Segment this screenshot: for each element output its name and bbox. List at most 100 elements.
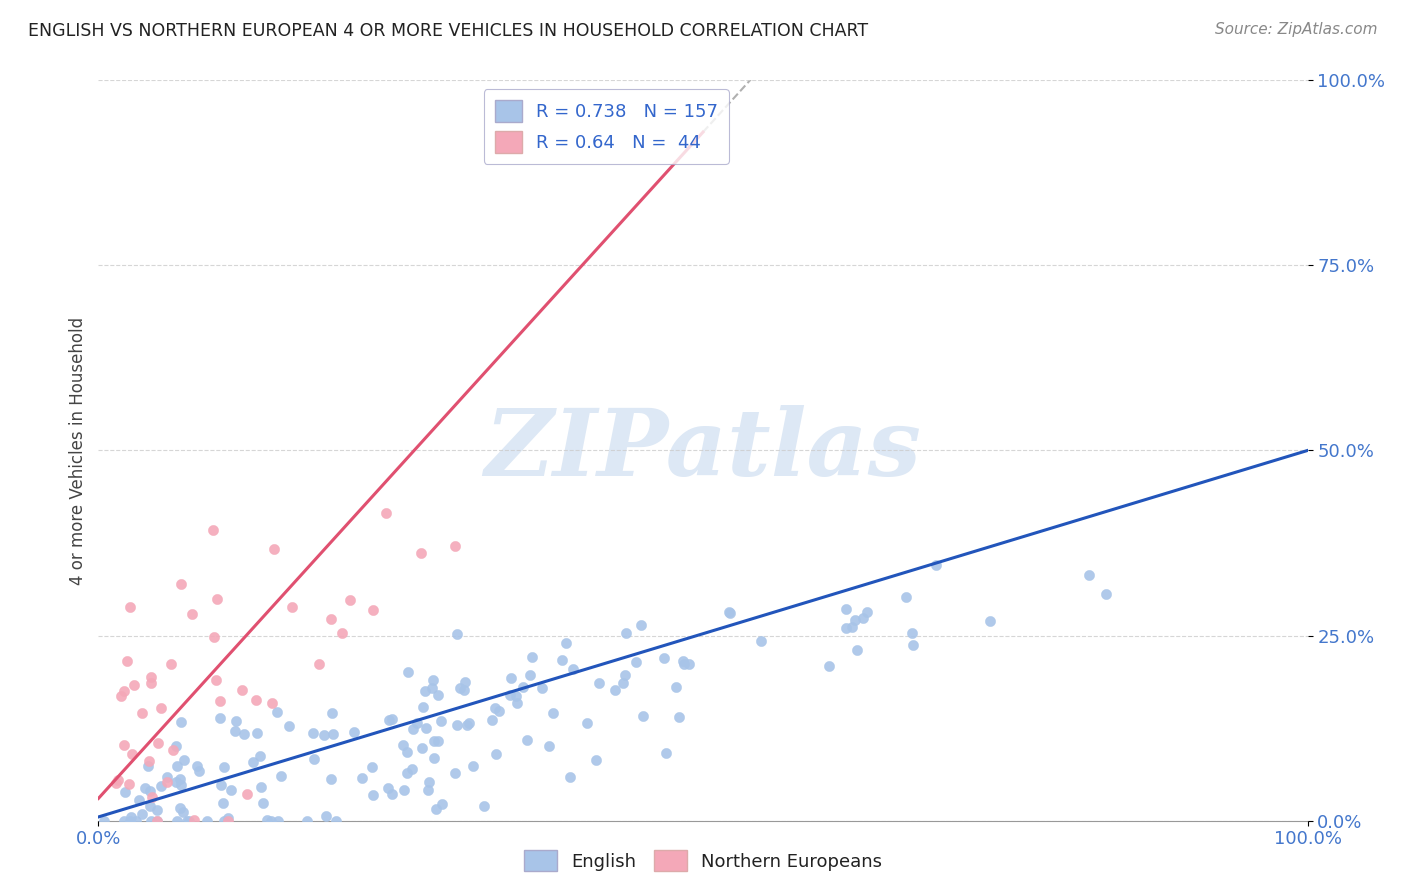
Point: [141, 789, 163, 804]
Point: [131, 807, 153, 822]
Point: [231, 683, 253, 698]
Point: [631, 709, 654, 723]
Point: [402, 722, 425, 736]
Point: [457, 716, 479, 731]
Point: [411, 740, 433, 755]
Point: [835, 601, 858, 615]
Point: [217, 811, 239, 825]
Point: [588, 676, 610, 690]
Point: [430, 797, 453, 812]
Point: [308, 657, 330, 671]
Point: [146, 736, 169, 750]
Point: [245, 726, 267, 740]
Point: [219, 783, 242, 797]
Point: [430, 714, 453, 728]
Point: [499, 688, 522, 702]
Point: [413, 683, 436, 698]
Point: [472, 799, 495, 814]
Point: [444, 766, 467, 780]
Point: [537, 739, 560, 754]
Point: [541, 706, 564, 720]
Point: [488, 704, 510, 718]
Legend: English, Northern Europeans: English, Northern Europeans: [517, 843, 889, 879]
Point: [852, 611, 875, 625]
Point: [555, 635, 578, 649]
Point: [420, 681, 443, 695]
Point: [361, 789, 384, 803]
Point: [146, 803, 169, 817]
Point: [449, 681, 471, 695]
Point: [107, 773, 129, 788]
Point: [749, 634, 772, 648]
Point: [485, 747, 508, 762]
Point: [330, 626, 353, 640]
Point: [117, 654, 139, 668]
Point: [139, 798, 162, 813]
Point: [844, 613, 866, 627]
Point: [267, 814, 290, 828]
Point: [138, 758, 160, 772]
Point: [516, 732, 538, 747]
Point: [302, 752, 325, 766]
Text: ENGLISH VS NORTHERN EUROPEAN 4 OR MORE VEHICLES IN HOUSEHOLD CORRELATION CHART: ENGLISH VS NORTHERN EUROPEAN 4 OR MORE V…: [28, 22, 869, 40]
Point: [605, 682, 627, 697]
Point: [381, 712, 404, 726]
Point: [392, 739, 415, 753]
Point: [422, 673, 444, 687]
Point: [453, 682, 475, 697]
Point: [454, 675, 477, 690]
Point: [678, 657, 700, 672]
Point: [718, 606, 741, 620]
Y-axis label: 4 or more Vehicles in Household: 4 or more Vehicles in Household: [69, 317, 87, 584]
Point: [156, 775, 179, 789]
Point: [212, 760, 235, 774]
Point: [614, 625, 637, 640]
Point: [169, 801, 191, 815]
Point: [162, 742, 184, 756]
Point: [186, 759, 208, 773]
Point: [225, 714, 247, 729]
Point: [416, 783, 439, 797]
Point: [270, 769, 292, 783]
Point: [396, 665, 419, 679]
Point: [236, 787, 259, 801]
Point: [484, 701, 506, 715]
Point: [672, 654, 695, 668]
Point: [114, 785, 136, 799]
Point: [378, 713, 401, 727]
Point: [519, 668, 541, 682]
Point: [520, 649, 543, 664]
Point: [207, 591, 229, 606]
Point: [655, 746, 678, 760]
Legend: R = 0.738   N = 157, R = 0.64   N =  44: R = 0.738 N = 157, R = 0.64 N = 44: [484, 89, 728, 164]
Point: [1094, 587, 1116, 601]
Point: [900, 626, 922, 640]
Point: [166, 759, 188, 773]
Point: [531, 681, 554, 695]
Point: [302, 726, 325, 740]
Point: [392, 783, 415, 797]
Point: [172, 805, 194, 819]
Point: [652, 651, 675, 665]
Point: [165, 739, 187, 753]
Point: [665, 680, 688, 694]
Point: [205, 673, 228, 688]
Point: [262, 696, 284, 710]
Point: [406, 715, 429, 730]
Point: [141, 670, 163, 684]
Point: [422, 751, 444, 765]
Point: [818, 658, 841, 673]
Point: [124, 678, 146, 692]
Point: [668, 710, 690, 724]
Point: [104, 775, 127, 789]
Point: [125, 814, 148, 828]
Point: [112, 684, 135, 698]
Point: [613, 667, 636, 681]
Point: [339, 592, 361, 607]
Point: [418, 774, 440, 789]
Point: [395, 766, 418, 780]
Point: [245, 692, 267, 706]
Point: [427, 734, 450, 748]
Point: [278, 719, 301, 733]
Point: [924, 558, 946, 572]
